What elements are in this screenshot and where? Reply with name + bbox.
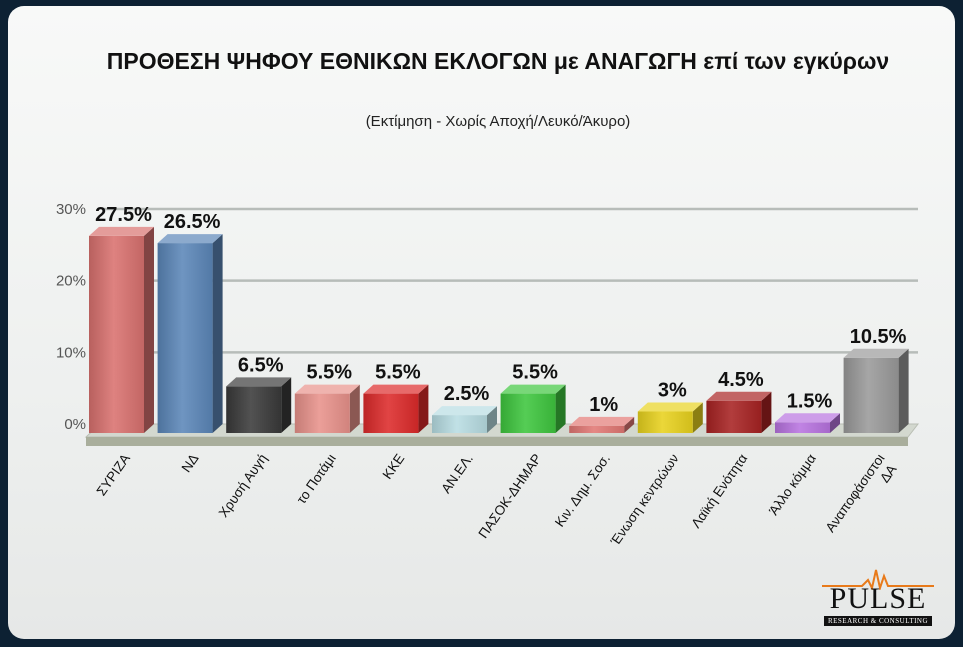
bar-top: [569, 416, 635, 426]
x-tick-label: ΑΝ.ΕΛ.: [438, 451, 476, 496]
bar-side: [555, 384, 566, 433]
x-tick-label: ΑναποφάσιστοιΔΑ: [823, 451, 901, 544]
chart-subtitle: (Εκτίμηση - Χωρίς Αποχή/Λευκό/Άκυρο): [365, 113, 631, 130]
bar: [569, 425, 625, 433]
x-tick-label: ΚΚΕ: [380, 451, 408, 482]
bar: [706, 400, 762, 433]
data-label: 1%: [589, 394, 618, 416]
logo-tagline: RESEARCH & CONSULTING: [824, 616, 932, 626]
pulse-logo: PULSE RESEARCH & CONSULTING: [822, 568, 934, 628]
bar-side: [281, 377, 292, 433]
bar-side: [692, 402, 703, 433]
data-label: 26.5%: [164, 211, 221, 233]
y-tick-label: 30%: [56, 201, 86, 218]
bar: [775, 422, 830, 433]
bar-top: [500, 384, 566, 394]
x-tick-label: ΣΥΡΙΖΑ: [94, 451, 133, 498]
bar-side: [144, 226, 154, 433]
bar: [637, 411, 693, 433]
bar-top: [226, 377, 292, 387]
logo-name: PULSE: [829, 582, 927, 615]
bar: [500, 393, 556, 433]
chart-title: ΠΡΟΘΕΣΗ ΨΗΦΟΥ ΕΘΝΙΚΩΝ ΕΚΛΟΓΩΝ με ΑΝΑΓΩΓΗ…: [106, 48, 890, 74]
data-label: 3%: [658, 380, 687, 402]
chart-floor-edge: [86, 437, 908, 446]
x-tick-label: Ένωση κεντρώων: [607, 451, 682, 549]
y-tick-label: 0%: [64, 416, 86, 433]
x-tick-label: Λαϊκή Ενότητα: [688, 451, 750, 531]
data-label: 5.5%: [307, 362, 353, 384]
data-label: 5.5%: [512, 362, 558, 384]
bar-side: [830, 413, 840, 433]
pulse-wave-icon: [822, 569, 934, 590]
bar-side: [212, 234, 223, 433]
bar-top: [294, 384, 360, 394]
x-tick-label: Κιν. Δημ. Σοσ.: [552, 451, 613, 529]
bar-side: [624, 416, 635, 433]
bar-top: [363, 384, 429, 394]
bar: [843, 357, 899, 433]
data-label: 6.5%: [238, 354, 284, 376]
y-tick-label: 20%: [56, 273, 86, 290]
bar-top: [637, 402, 703, 412]
x-tick-label: ΝΔ: [178, 451, 201, 475]
bar-side: [418, 384, 429, 433]
data-label: 10.5%: [850, 326, 907, 348]
x-tick-label: το Ποτάμι: [294, 451, 339, 506]
bar: [89, 235, 144, 433]
bar: [432, 415, 487, 433]
bar-top: [706, 391, 772, 401]
bar: [226, 386, 282, 433]
bar-side: [349, 384, 360, 433]
bar: [157, 243, 213, 433]
bar-side: [487, 406, 497, 433]
data-label: 4.5%: [718, 369, 764, 391]
y-tick-label: 10%: [56, 344, 86, 361]
bar-top: [432, 406, 497, 416]
data-label: 1.5%: [787, 390, 833, 412]
x-tick-label: ΠΑΣΟΚ-ΔΗΜΑΡ: [475, 451, 544, 541]
x-tick-label: Χρυσή Αυγή: [216, 451, 270, 520]
bar: [363, 393, 419, 433]
bar-top: [89, 226, 154, 236]
bar-top: [157, 234, 223, 244]
bar: [294, 393, 350, 433]
bar-side: [898, 348, 909, 433]
x-tick-label: Άλλο κόμμα: [766, 451, 819, 518]
data-label: 5.5%: [375, 362, 421, 384]
bar-top: [775, 413, 840, 423]
bar-top: [843, 348, 909, 358]
bar-side: [761, 391, 772, 433]
data-label: 27.5%: [95, 204, 152, 226]
data-label: 2.5%: [444, 383, 490, 405]
